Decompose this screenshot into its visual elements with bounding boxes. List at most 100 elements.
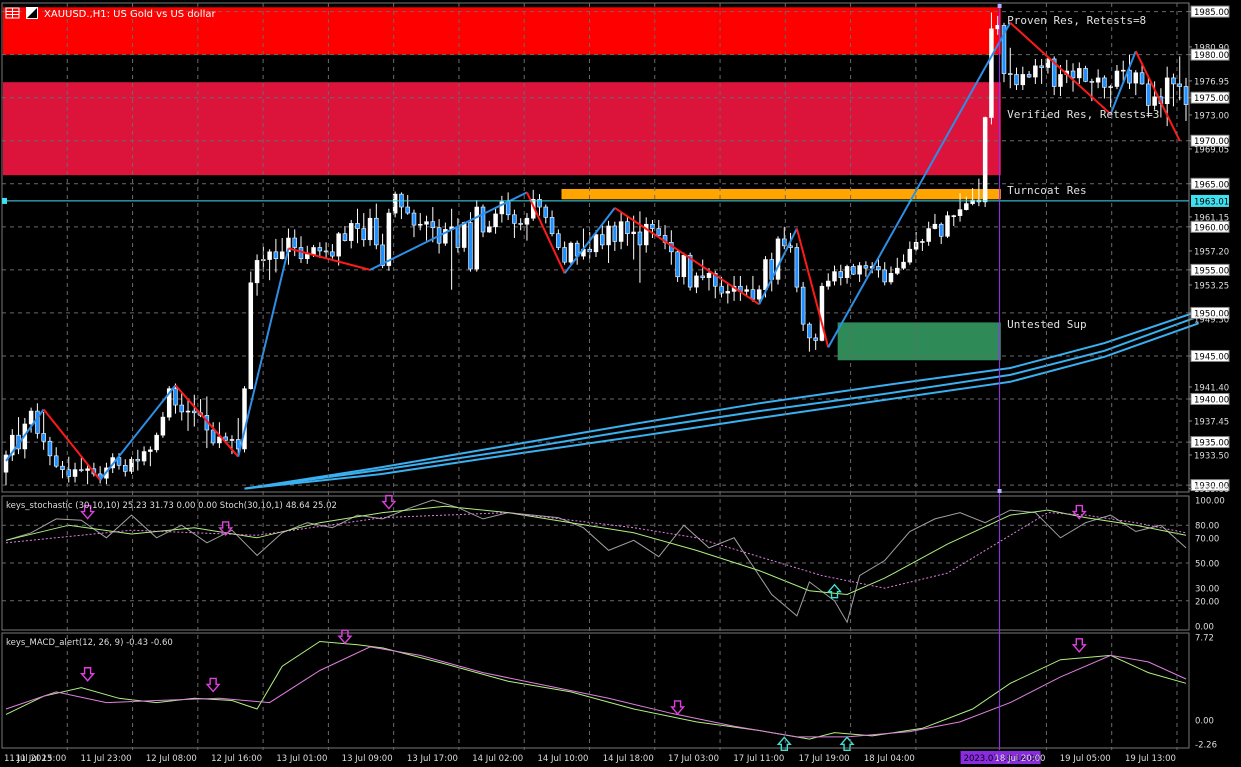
candle-body[interactable] bbox=[499, 201, 505, 215]
candle-body[interactable] bbox=[719, 285, 724, 294]
candle-body[interactable] bbox=[625, 221, 630, 235]
candle-body[interactable] bbox=[700, 275, 705, 278]
candle-body[interactable] bbox=[1033, 65, 1038, 78]
candle-body[interactable] bbox=[926, 228, 931, 242]
candle-body[interactable] bbox=[643, 223, 649, 246]
candle-body[interactable] bbox=[1114, 70, 1120, 87]
candle-body[interactable] bbox=[336, 233, 341, 257]
candle-body[interactable] bbox=[725, 291, 731, 294]
candle-body[interactable] bbox=[66, 469, 72, 477]
candle-body[interactable] bbox=[405, 206, 410, 214]
symbol-triangle-icon[interactable] bbox=[26, 7, 38, 19]
candle-body[interactable] bbox=[568, 242, 574, 263]
candle-body[interactable] bbox=[756, 289, 762, 300]
candle-body[interactable] bbox=[254, 260, 260, 284]
candle-body[interactable] bbox=[1183, 86, 1189, 105]
candle-body[interactable] bbox=[1001, 25, 1007, 74]
candle-body[interactable] bbox=[901, 261, 906, 269]
candle-body[interactable] bbox=[1070, 70, 1076, 79]
candle-body[interactable] bbox=[3, 454, 9, 473]
candle-body[interactable] bbox=[995, 25, 1000, 30]
candle-body[interactable] bbox=[123, 465, 128, 472]
candle-body[interactable] bbox=[675, 251, 680, 278]
zone-turncoat-res[interactable] bbox=[561, 188, 1001, 200]
candle-body[interactable] bbox=[631, 231, 636, 235]
candle-body[interactable] bbox=[1089, 81, 1095, 83]
candle-body[interactable] bbox=[1083, 68, 1088, 82]
candle-body[interactable] bbox=[505, 201, 511, 216]
candle-body[interactable] bbox=[292, 237, 297, 248]
candle-body[interactable] bbox=[185, 410, 191, 413]
candle-body[interactable] bbox=[713, 273, 718, 287]
candle-body[interactable] bbox=[1133, 72, 1139, 84]
candle-body[interactable] bbox=[1102, 77, 1107, 88]
separator-handle-top[interactable] bbox=[997, 4, 1002, 8]
candle-body[interactable] bbox=[480, 206, 486, 233]
candle-body[interactable] bbox=[562, 247, 567, 263]
candle-body[interactable] bbox=[273, 251, 279, 259]
candle-body[interactable] bbox=[706, 273, 712, 278]
candle-body[interactable] bbox=[1120, 69, 1126, 72]
candle-body[interactable] bbox=[600, 234, 605, 246]
candle-body[interactable] bbox=[330, 251, 335, 257]
candle-body[interactable] bbox=[549, 217, 555, 235]
candle-body[interactable] bbox=[800, 286, 806, 325]
candle-body[interactable] bbox=[192, 410, 197, 414]
candle-body[interactable] bbox=[518, 223, 523, 225]
candle-body[interactable] bbox=[474, 206, 479, 270]
candle-body[interactable] bbox=[179, 404, 184, 413]
candle-body[interactable] bbox=[305, 254, 310, 259]
zone-verified-res[interactable] bbox=[3, 82, 1001, 176]
candle-body[interactable] bbox=[141, 451, 147, 462]
candle-body[interactable] bbox=[838, 271, 844, 278]
candle-body[interactable] bbox=[512, 214, 517, 224]
candle-body[interactable] bbox=[1164, 77, 1170, 105]
candle-body[interactable] bbox=[348, 223, 354, 241]
zone-untested-sup[interactable] bbox=[837, 322, 1001, 361]
candle-body[interactable] bbox=[1108, 86, 1113, 88]
current-price-marker-left[interactable] bbox=[2, 197, 7, 204]
zone-proven-res[interactable] bbox=[3, 7, 1001, 55]
candle-body[interactable] bbox=[1008, 73, 1013, 75]
candle-body[interactable] bbox=[932, 223, 938, 229]
candle-body[interactable] bbox=[229, 439, 235, 441]
candle-body[interactable] bbox=[235, 439, 241, 450]
table-icon[interactable] bbox=[5, 7, 20, 19]
candle-body[interactable] bbox=[1026, 74, 1032, 78]
candle-body[interactable] bbox=[763, 259, 768, 290]
candle-body[interactable] bbox=[593, 234, 599, 253]
candle-body[interactable] bbox=[1014, 74, 1019, 86]
candle-body[interactable] bbox=[543, 206, 549, 218]
candle-body[interactable] bbox=[424, 221, 429, 225]
candle-body[interactable] bbox=[323, 250, 329, 253]
candle-body[interactable] bbox=[650, 223, 655, 229]
candle-body[interactable] bbox=[173, 388, 178, 406]
candle-body[interactable] bbox=[656, 228, 662, 236]
candle-body[interactable] bbox=[1045, 58, 1051, 68]
candle-body[interactable] bbox=[10, 434, 15, 456]
candle-body[interactable] bbox=[1127, 69, 1132, 84]
candle-body[interactable] bbox=[694, 275, 699, 288]
candle-body[interactable] bbox=[863, 265, 869, 269]
candle-body[interactable] bbox=[775, 238, 781, 280]
candle-body[interactable] bbox=[361, 228, 367, 241]
candle-body[interactable] bbox=[945, 215, 950, 237]
candle-body[interactable] bbox=[970, 199, 975, 204]
separator-handle-bottom[interactable] bbox=[997, 489, 1002, 493]
candle-body[interactable] bbox=[907, 248, 913, 263]
candle-body[interactable] bbox=[28, 410, 34, 425]
candle-body[interactable] bbox=[1051, 58, 1057, 87]
candle-body[interactable] bbox=[461, 222, 467, 248]
candle-body[interactable] bbox=[844, 266, 850, 278]
candle-body[interactable] bbox=[1095, 77, 1101, 83]
candle-body[interactable] bbox=[920, 241, 925, 243]
candle-body[interactable] bbox=[85, 468, 90, 471]
candle-body[interactable] bbox=[895, 267, 900, 274]
candle-body[interactable] bbox=[380, 244, 385, 266]
candle-body[interactable] bbox=[148, 449, 153, 452]
candle-body[interactable] bbox=[418, 223, 423, 226]
candle-body[interactable] bbox=[882, 269, 887, 283]
candle-body[interactable] bbox=[744, 289, 749, 292]
candle-body[interactable] bbox=[1058, 74, 1063, 87]
